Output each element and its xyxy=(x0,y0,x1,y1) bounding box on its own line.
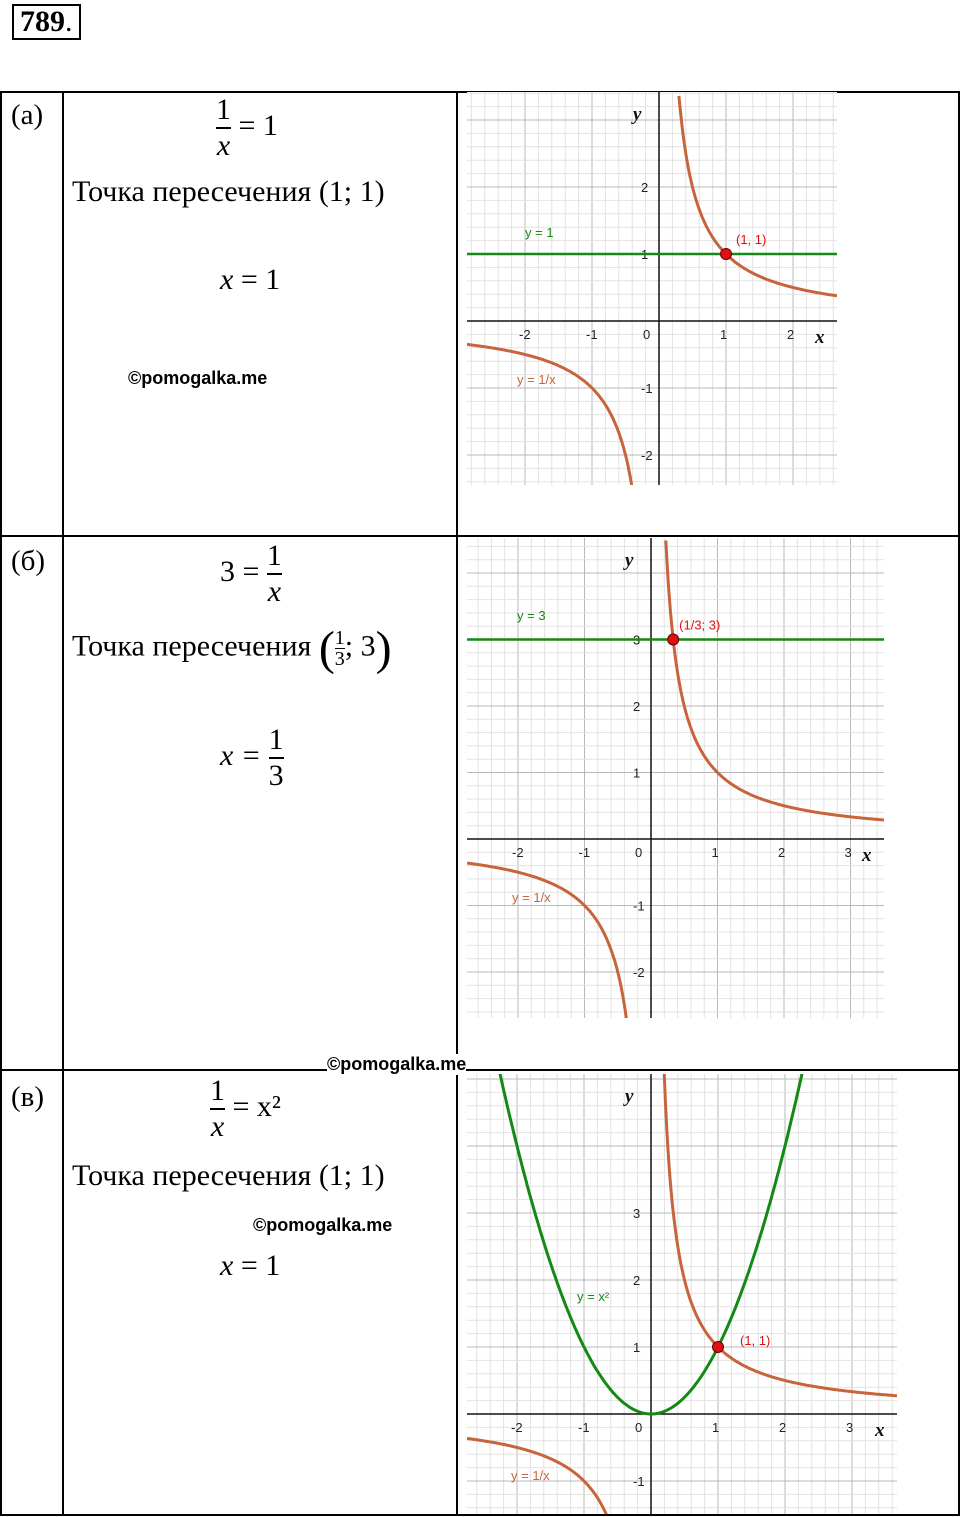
problem-number: 789. xyxy=(12,4,81,40)
x-tick-label: 1 xyxy=(712,845,719,860)
intersection-text-c: Точка пересечения (1; 1) xyxy=(72,1159,385,1192)
x-tick-label: -2 xyxy=(512,845,524,860)
line-label: y = 3 xyxy=(517,608,546,623)
y-tick-label: -1 xyxy=(633,1474,645,1489)
y-tick-label: -1 xyxy=(633,899,645,914)
x-tick-label: 0 xyxy=(635,845,642,860)
y-tick-label: 2 xyxy=(641,180,648,195)
x-tick-label: -1 xyxy=(586,327,598,342)
y-tick-label: 2 xyxy=(633,1273,640,1288)
hyperbola-branch-right xyxy=(677,95,837,298)
parabola xyxy=(498,1074,804,1416)
y-tick-label: 3 xyxy=(633,1206,640,1221)
x-tick-label: -2 xyxy=(511,1420,523,1435)
x-axis-label: x xyxy=(874,1420,885,1441)
intersection-label: (1, 1) xyxy=(736,232,766,247)
hyperbola-label: y = 1/x xyxy=(511,1468,550,1483)
intersection-label: (1, 1) xyxy=(740,1333,770,1348)
y-tick-label: -2 xyxy=(641,448,653,463)
line-label: y = x² xyxy=(577,1289,610,1304)
x-axis-label: x xyxy=(814,327,825,348)
x-tick-label: -1 xyxy=(579,845,591,860)
x-tick-label: -2 xyxy=(519,327,531,342)
watermark: ©pomogalka.me xyxy=(128,368,268,388)
row-label-c: (в) xyxy=(11,1081,45,1113)
y-axis-label: y xyxy=(623,1086,634,1107)
answer-c: x = 1 xyxy=(220,1249,281,1282)
x-tick-label: 1 xyxy=(720,327,727,342)
intersection-text-b: Точка пересечения (1 3; 3) xyxy=(72,622,392,675)
hyperbola-branch-left xyxy=(467,861,628,1018)
intersection-point xyxy=(712,1341,724,1353)
answer-a: x = 1 xyxy=(220,263,281,296)
x-tick-label: -1 xyxy=(578,1420,590,1435)
hyperbola-branch-right xyxy=(662,1074,897,1398)
watermark: ©pomogalka.me xyxy=(253,1215,393,1235)
watermark: ©pomogalka.me xyxy=(327,1054,467,1075)
y-axis-label: y xyxy=(623,550,634,571)
intersection-text-a: Точка пересечения (1; 1) xyxy=(72,175,385,208)
y-tick-label: -1 xyxy=(641,381,653,396)
x-tick-label: 3 xyxy=(846,1420,853,1435)
x-tick-label: 1 xyxy=(712,1420,719,1435)
hyperbola-branch-right xyxy=(664,540,884,822)
x-tick-label: 3 xyxy=(845,845,852,860)
row-label-a: (а) xyxy=(11,99,44,131)
intersection-point xyxy=(720,248,732,260)
x-tick-label: 2 xyxy=(779,1420,786,1435)
hyperbola-label: y = 1/x xyxy=(512,890,551,905)
x-tick-label: 0 xyxy=(643,327,650,342)
x-axis-label: x xyxy=(861,845,872,866)
x-tick-label: 2 xyxy=(787,327,794,342)
hyperbola-branch-left xyxy=(467,1436,608,1514)
hyperbola-branch-left xyxy=(467,342,634,485)
y-tick-label: -2 xyxy=(633,965,645,980)
line-label: y = 1 xyxy=(525,225,554,240)
y-axis-label: y xyxy=(631,104,642,125)
row-label-b: (б) xyxy=(11,545,46,577)
hyperbola-label: y = 1/x xyxy=(517,372,556,387)
intersection-label: (1/3; 3) xyxy=(679,618,720,633)
x-tick-label: 0 xyxy=(635,1420,642,1435)
x-tick-label: 2 xyxy=(778,845,785,860)
y-tick-label: 1 xyxy=(633,766,640,781)
y-tick-label: 2 xyxy=(633,699,640,714)
graph-a: xy-2-101221-1-2(1, 1)y = 1y = 1/x xyxy=(467,92,837,485)
intersection-point xyxy=(667,633,680,646)
y-tick-label: 1 xyxy=(633,1340,640,1355)
